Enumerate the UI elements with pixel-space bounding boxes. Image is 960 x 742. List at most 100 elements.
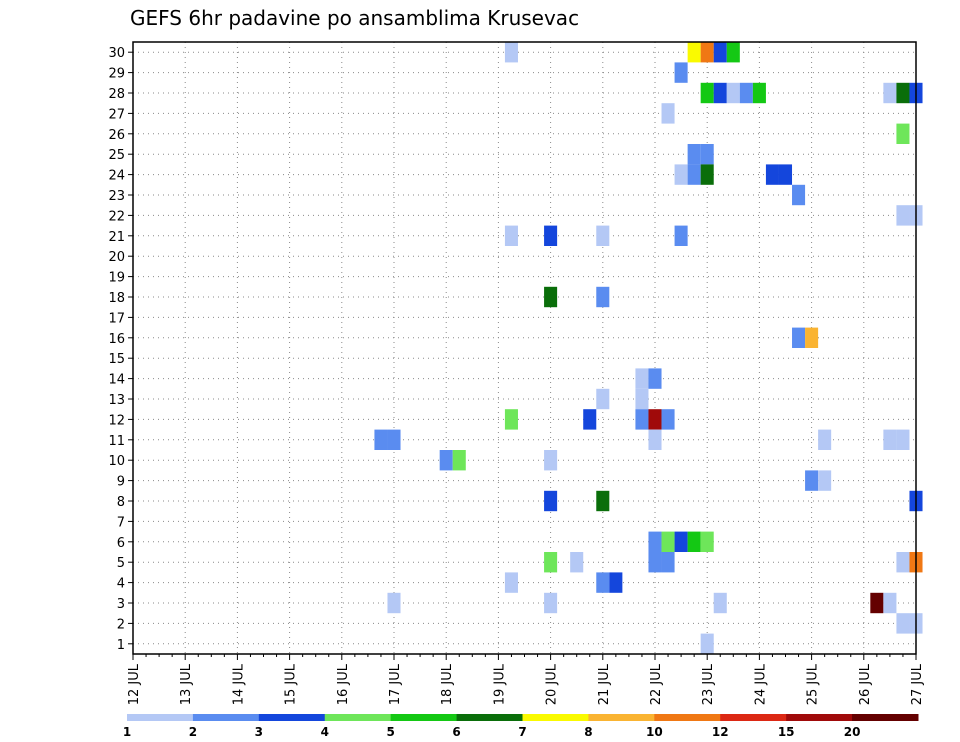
- precip-cell: [792, 184, 806, 206]
- y-tick-label: 29: [108, 67, 125, 82]
- precip-cell: [752, 82, 766, 104]
- color-legend: 1 2 3 4 5 6 7 8 10 12 15 20: [123, 714, 919, 739]
- precip-cell: [778, 164, 793, 185]
- precip-cell: [674, 225, 688, 246]
- precip-cell: [374, 429, 388, 450]
- precip-cell: [818, 429, 832, 450]
- precip-cell: [896, 429, 910, 450]
- legend-swatch: [192, 714, 260, 721]
- legend-label: 2: [189, 725, 197, 739]
- precip-cell: [661, 409, 675, 430]
- y-tick-label: 3: [117, 597, 125, 612]
- y-tick-label: 21: [108, 230, 125, 245]
- legend-swatch: [786, 714, 853, 721]
- precip-cell: [883, 82, 897, 104]
- precip-cell: [635, 368, 649, 389]
- precip-cell: [504, 42, 518, 63]
- precip-cell: [570, 552, 584, 573]
- x-tick-label: 22 JUL: [649, 663, 664, 705]
- x-tick-label: 20 JUL: [545, 663, 560, 705]
- legend-label: 7: [518, 725, 526, 739]
- legend-label: 12: [712, 725, 729, 739]
- precip-cell: [635, 409, 649, 430]
- legend-swatch: [588, 714, 655, 721]
- legend-swatch: [456, 714, 523, 721]
- y-tick-label: 22: [108, 209, 125, 224]
- y-tick-label: 17: [108, 311, 125, 326]
- precip-cell: [870, 592, 884, 614]
- legend-swatch: [127, 714, 194, 721]
- precip-cell: [687, 144, 701, 165]
- precip-cell: [700, 633, 714, 654]
- y-tick-label: 14: [108, 373, 125, 388]
- precip-cell: [439, 450, 453, 471]
- precip-cell: [700, 531, 714, 552]
- chart-title: GEFS 6hr padavine po ansamblima Krusevac: [130, 6, 580, 30]
- legend-swatch: [654, 714, 721, 721]
- precip-cell: [896, 205, 910, 226]
- precip-cell: [504, 225, 518, 246]
- precip-cell: [648, 368, 662, 389]
- x-tick-label: 25 JUL: [806, 663, 821, 705]
- precip-cell: [661, 103, 675, 124]
- precip-cell: [596, 286, 610, 308]
- y-tick-label: 23: [108, 189, 125, 204]
- precip-cell: [687, 164, 701, 185]
- legend-swatch: [324, 714, 392, 721]
- x-tick-label: 27 JUL: [910, 663, 925, 705]
- precip-cell: [700, 164, 714, 185]
- precip-cell: [896, 613, 910, 634]
- precip-cell: [687, 42, 701, 63]
- legend-label: 8: [584, 725, 592, 739]
- x-tick-label: 18 JUL: [440, 663, 455, 705]
- y-tick-label: 6: [117, 536, 125, 551]
- x-tick-label: 17 JUL: [388, 663, 403, 705]
- x-tick-label: 16 JUL: [336, 663, 351, 705]
- legend-label: 1: [123, 725, 131, 739]
- precip-cell: [596, 490, 610, 512]
- precip-cell: [883, 592, 897, 614]
- legend-label: 3: [255, 725, 263, 739]
- y-tick-label: 26: [108, 128, 125, 143]
- y-tick-label: 7: [117, 515, 125, 530]
- x-tick-label: 13 JUL: [179, 663, 194, 705]
- x-tick-label: 15 JUL: [284, 663, 299, 705]
- precip-cell: [739, 82, 753, 104]
- precip-cell: [544, 592, 558, 614]
- y-tick-label: 28: [108, 87, 125, 102]
- x-tick-label: 19 JUL: [492, 663, 507, 705]
- y-tick-label: 8: [117, 495, 125, 510]
- precip-cell: [452, 450, 466, 471]
- y-tick-label: 25: [108, 148, 125, 163]
- y-tick-label: 12: [108, 413, 125, 428]
- legend-swatch: [390, 714, 458, 721]
- legend-label: 5: [386, 725, 394, 739]
- precip-cell: [700, 42, 714, 63]
- x-tick-label: 23 JUL: [701, 663, 716, 705]
- precip-cell: [765, 164, 779, 185]
- y-tick-label: 10: [108, 454, 125, 469]
- precip-cell: [544, 286, 558, 308]
- x-tick-label: 21 JUL: [597, 663, 612, 705]
- y-tick-label: 11: [108, 434, 125, 449]
- precip-cell: [726, 82, 740, 104]
- precip-cell: [805, 470, 819, 491]
- precip-cell: [713, 42, 727, 63]
- precip-cell: [544, 450, 558, 471]
- precip-cell: [713, 82, 727, 104]
- precip-cell: [805, 327, 819, 348]
- precip-cell: [609, 572, 623, 593]
- y-tick-label: 2: [117, 617, 125, 632]
- y-tick-label: 15: [108, 352, 125, 367]
- precip-cell: [883, 429, 897, 450]
- legend-label: 4: [321, 725, 329, 739]
- precip-cell: [648, 409, 662, 430]
- y-tick-label: 18: [108, 291, 125, 306]
- precip-cell: [387, 592, 401, 614]
- legend-swatch: [258, 714, 326, 721]
- precip-cell: [596, 388, 610, 410]
- legend-label: 15: [778, 725, 795, 739]
- precip-cell: [648, 531, 662, 552]
